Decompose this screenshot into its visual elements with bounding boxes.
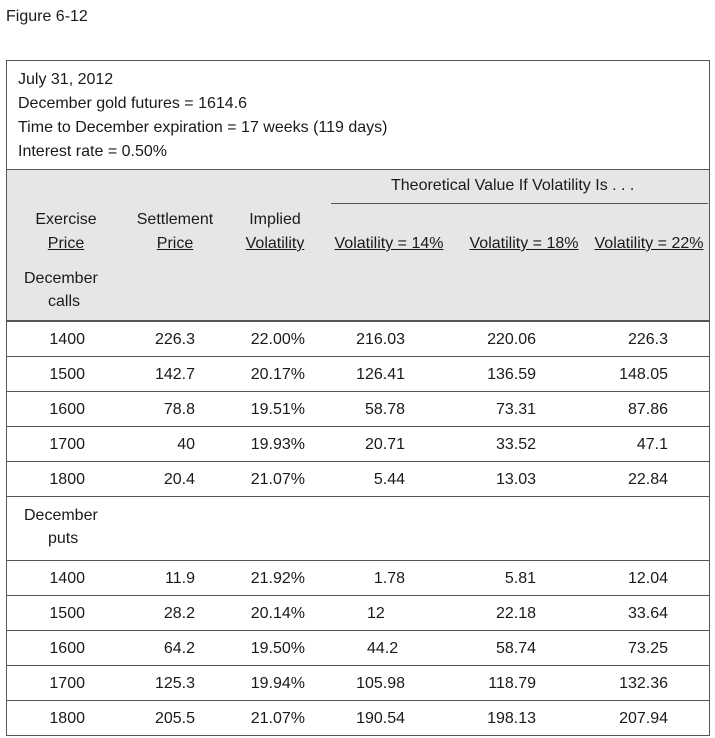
group-label-puts-line2: puts <box>48 530 79 547</box>
col-header-vol22: Volatility = 22% <box>594 235 704 252</box>
table-row: 1500 142.7 20.17% 126.41 136.59 148.05 <box>7 356 709 391</box>
vol22-value-cell: 73.25 <box>627 640 668 657</box>
implied-volatility-cell: 19.94% <box>250 675 305 692</box>
settlement-price-cell: 125.3 <box>154 675 195 692</box>
table-row: 1800 20.4 21.07% 5.44 13.03 22.84 <box>7 461 709 496</box>
vol14-value-cell: 12 <box>367 605 385 622</box>
settlement-price-cell: 40 <box>177 436 195 453</box>
info-block: July 31, 2012 December gold futures = 16… <box>18 68 388 164</box>
vol22-value-cell: 33.64 <box>627 605 668 622</box>
implied-volatility-cell: 21.07% <box>250 710 305 727</box>
exercise-price-cell: 1400 <box>49 570 85 587</box>
implied-volatility-cell: 20.17% <box>250 366 305 383</box>
exercise-price-cell: 1600 <box>49 640 85 657</box>
col-header-settlement-line1: Settlement <box>136 211 214 228</box>
col-header-implied-line1: Implied <box>249 211 301 228</box>
settlement-price-cell: 64.2 <box>163 640 195 657</box>
group-label-calls: December calls <box>24 267 98 313</box>
implied-volatility-cell: 22.00% <box>250 331 305 348</box>
implied-volatility-cell: 21.07% <box>250 471 305 488</box>
figure-frame: July 31, 2012 December gold futures = 16… <box>6 60 710 736</box>
vol14-value-cell: 126.41 <box>356 366 405 383</box>
settlement-price-cell: 142.7 <box>154 366 195 383</box>
vol14-value-cell: 216.03 <box>356 331 405 348</box>
group-label-puts-line1: December <box>24 507 98 524</box>
vol14-value-cell: 58.78 <box>364 401 405 418</box>
table-row: 1700 125.3 19.94% 105.98 118.79 132.36 <box>7 665 709 700</box>
col-header-implied-line2: Volatility <box>245 235 305 252</box>
vol14-value-cell: 190.54 <box>356 710 405 727</box>
col-header-vol18: Volatility = 18% <box>469 235 579 252</box>
settlement-price-cell: 28.2 <box>163 605 195 622</box>
implied-volatility-cell: 19.50% <box>250 640 305 657</box>
vol22-value-cell: 132.36 <box>619 675 668 692</box>
table-row: 1400 11.9 21.92% 1.78 5.81 12.04 <box>7 560 709 595</box>
exercise-price-cell: 1800 <box>49 471 85 488</box>
exercise-price-cell: 1700 <box>49 675 85 692</box>
exercise-price-cell: 1500 <box>49 366 85 383</box>
group-label-calls-line2: calls <box>48 293 81 310</box>
implied-volatility-cell: 20.14% <box>250 605 305 622</box>
vol14-value-cell: 20.71 <box>364 436 405 453</box>
vol18-value-cell: 118.79 <box>488 675 536 692</box>
figure-label: Figure 6-12 <box>6 8 88 25</box>
implied-volatility-cell: 19.51% <box>250 401 305 418</box>
implied-volatility-cell: 19.93% <box>250 436 305 453</box>
vol22-value-cell: 226.3 <box>627 331 668 348</box>
table-row: 1500 28.2 20.14% 12 22.18 33.64 <box>7 595 709 630</box>
col-header-exercise-line1: Exercise <box>35 211 97 228</box>
vol18-value-cell: 33.52 <box>495 436 536 453</box>
vol18-value-cell: 58.74 <box>495 640 536 657</box>
col-header-vol14: Volatility = 14% <box>334 235 444 252</box>
exercise-price-cell: 1600 <box>49 401 85 418</box>
col-header-exercise: Exercise Price <box>21 208 111 256</box>
exercise-price-cell: 1400 <box>49 331 85 348</box>
col-header-settlement-line2: Price <box>156 235 194 252</box>
vol18-value-cell: 220.06 <box>487 331 536 348</box>
settlement-price-cell: 226.3 <box>154 331 195 348</box>
heading-rule <box>331 203 708 204</box>
table-row: 1400 226.3 22.00% 216.03 220.06 226.3 <box>7 321 709 356</box>
vol18-value-cell: 5.81 <box>504 570 536 587</box>
info-futures: December gold futures = 1614.6 <box>18 95 248 112</box>
vol22-value-cell: 47.1 <box>636 436 668 453</box>
group-separator <box>7 496 709 560</box>
info-rate: Interest rate = 0.50% <box>18 143 167 160</box>
vol18-value-cell: 13.03 <box>495 471 536 488</box>
group-label-puts: December puts <box>24 504 98 550</box>
vol22-value-cell: 207.94 <box>619 710 668 727</box>
vol18-value-cell: 136.59 <box>487 366 536 383</box>
settlement-price-cell: 205.5 <box>154 710 195 727</box>
exercise-price-cell: 1700 <box>49 436 85 453</box>
settlement-price-cell: 20.4 <box>163 471 195 488</box>
vol18-value-cell: 73.31 <box>495 401 536 418</box>
vol14-value-cell: 1.78 <box>373 570 405 587</box>
settlement-price-cell: 78.8 <box>163 401 195 418</box>
vol18-value-cell: 22.18 <box>495 605 536 622</box>
vol22-value-cell: 87.86 <box>627 401 668 418</box>
table-row: 1800 205.5 21.07% 190.54 198.13 207.94 <box>7 700 709 735</box>
info-expiration: Time to December expiration = 17 weeks (… <box>18 119 388 136</box>
implied-volatility-cell: 21.92% <box>250 570 305 587</box>
group-label-calls-line1: December <box>24 270 98 287</box>
settlement-price-cell: 11.9 <box>165 570 195 587</box>
vol14-value-cell: 44.2 <box>367 640 399 657</box>
vol14-value-cell: 105.98 <box>356 675 405 692</box>
vol18-value-cell: 198.13 <box>487 710 536 727</box>
table-row: 1600 64.2 19.50% 44.2 58.74 73.25 <box>7 630 709 665</box>
exercise-price-cell: 1500 <box>49 605 85 622</box>
col-header-implied: Implied Volatility <box>233 208 317 256</box>
col-header-exercise-line2: Price <box>47 235 85 252</box>
theoretical-value-heading: Theoretical Value If Volatility Is . . . <box>391 177 635 194</box>
vol22-value-cell: 148.05 <box>619 366 668 383</box>
table-row: 1600 78.8 19.51% 58.78 73.31 87.86 <box>7 391 709 426</box>
exercise-price-cell: 1800 <box>49 710 85 727</box>
info-date: July 31, 2012 <box>18 71 114 88</box>
table-row: 1700 40 19.93% 20.71 33.52 47.1 <box>7 426 709 461</box>
vol14-value-cell: 5.44 <box>373 471 405 488</box>
col-header-settlement: Settlement Price <box>125 208 225 256</box>
table-header-band: Theoretical Value If Volatility Is . . .… <box>7 169 709 321</box>
vol22-value-cell: 22.84 <box>627 471 668 488</box>
vol22-value-cell: 12.04 <box>627 570 668 587</box>
